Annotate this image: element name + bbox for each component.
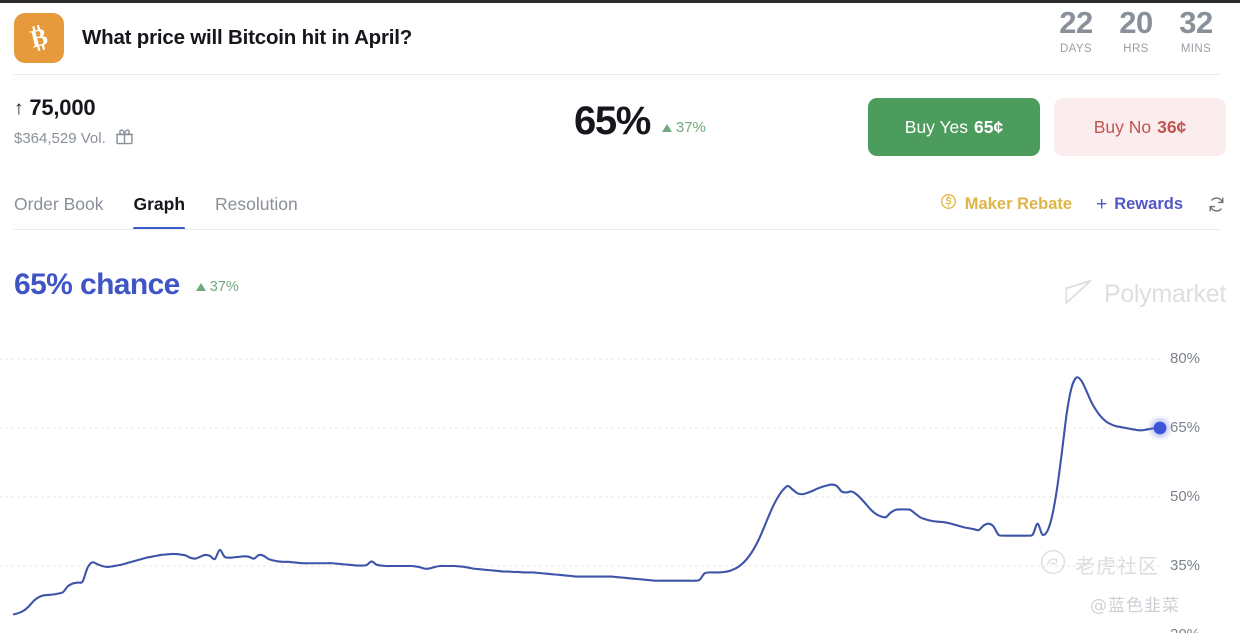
- watermark-handle: @蓝色韭菜: [1090, 596, 1180, 616]
- countdown-days: 22 DAYS: [1046, 5, 1106, 55]
- tab-actions: Maker Rebate + Rewards: [940, 193, 1226, 215]
- chart-endpoint-dot: [1153, 421, 1167, 435]
- market-price-row: ↑ 75,000 $364,529 Vol. 65%: [0, 75, 1240, 172]
- buy-yes-price: 65¢: [974, 116, 1004, 137]
- polymarket-label: Polymarket: [1103, 280, 1226, 308]
- volume-line: $364,529 Vol.: [14, 127, 134, 150]
- y-axis-label: 50%: [1170, 488, 1201, 505]
- probability-delta-value: 37%: [675, 119, 706, 136]
- outcome-block: ↑ 75,000 $364,529 Vol.: [14, 95, 134, 150]
- buy-buttons: Buy Yes 65¢ Buy No 36¢: [868, 98, 1226, 156]
- y-axis-label: 80%: [1170, 350, 1201, 367]
- outcome-value: 75,000: [29, 95, 96, 120]
- chance-value: 65% chance: [14, 268, 180, 301]
- countdown-minutes: 32 MINS: [1166, 5, 1226, 55]
- countdown-hours-value: 20: [1119, 5, 1153, 40]
- countdown-hours: 20 HRS: [1106, 5, 1166, 55]
- triangle-up-icon: [661, 123, 672, 132]
- buy-no-price: 36¢: [1157, 116, 1187, 137]
- countdown-days-value: 22: [1059, 5, 1093, 40]
- chart-svg[interactable]: [0, 335, 1240, 633]
- chart-y-axis-labels: 80% 65% 50% 35% 20%: [1170, 335, 1240, 633]
- buy-yes-button[interactable]: Buy Yes 65¢: [868, 98, 1040, 156]
- tab-order-book[interactable]: Order Book: [14, 194, 104, 214]
- y-axis-label: 20%: [1170, 626, 1200, 633]
- tab-list: Order Book Graph Resolution: [14, 178, 298, 230]
- buy-yes-label: Buy Yes: [904, 116, 969, 137]
- chance-headline: 65% chance 37%: [14, 268, 239, 302]
- triangle-up-icon: [195, 283, 206, 291]
- probability-percent: 65%: [574, 99, 651, 143]
- buy-no-label: Buy No: [1093, 116, 1152, 137]
- rewards-label: Rewards: [1114, 194, 1183, 213]
- countdown-minutes-label: MINS: [1180, 43, 1212, 55]
- probability-block: 65% 37%: [574, 101, 706, 141]
- countdown-hours-label: HRS: [1123, 43, 1149, 55]
- chart-gridlines: [0, 358, 1161, 567]
- top-edge: [0, 0, 1240, 3]
- chance-delta-value: 37%: [209, 279, 239, 295]
- polymarket-logo-icon: [1063, 279, 1093, 310]
- tabs-divider: [14, 229, 1220, 230]
- y-axis-label: 35%: [1170, 557, 1201, 574]
- market-header: B What price will Bitcoin hit in April? …: [0, 3, 1240, 73]
- bitcoin-icon: B: [14, 13, 64, 63]
- dollar-badge-icon: [940, 193, 957, 215]
- countdown-timer: 22 DAYS 20 HRS 32 MINS: [1046, 5, 1226, 55]
- page-title: What price will Bitcoin hit in April?: [82, 26, 413, 49]
- plus-icon: +: [1096, 193, 1108, 215]
- chance-delta: 37%: [195, 275, 239, 295]
- chart-series-line: [12, 376, 1162, 616]
- y-axis-label: 65%: [1170, 419, 1201, 436]
- outcome-title: ↑ 75,000: [14, 95, 134, 121]
- tab-graph[interactable]: Graph: [133, 178, 185, 230]
- tab-resolution[interactable]: Resolution: [215, 194, 298, 214]
- maker-rebate-button[interactable]: Maker Rebate: [940, 193, 1072, 215]
- probability-chart: 80% 65% 50% 35% 20%: [0, 335, 1240, 633]
- header-divider: [14, 74, 1220, 75]
- tiger-community-watermark: 老虎社区: [1040, 549, 1159, 580]
- countdown-minutes-value: 32: [1179, 5, 1213, 40]
- arrow-up-icon: ↑: [14, 97, 24, 119]
- countdown-days-label: DAYS: [1059, 43, 1093, 55]
- maker-rebate-label: Maker Rebate: [964, 194, 1073, 213]
- probability-delta: 37%: [661, 119, 706, 141]
- volume-value: $364,529 Vol.: [14, 130, 106, 147]
- rewards-button[interactable]: + Rewards: [1096, 195, 1183, 214]
- tabs-row: Order Book Graph Resolution Maker Rebate…: [0, 178, 1240, 230]
- gift-icon[interactable]: [115, 127, 134, 150]
- buy-no-button[interactable]: Buy No 36¢: [1054, 98, 1226, 156]
- tiger-community-label: 老虎社区: [1075, 554, 1159, 578]
- refresh-icon[interactable]: [1207, 195, 1226, 214]
- polymarket-branding: Polymarket: [1063, 279, 1226, 310]
- tiger-community-icon: [1040, 549, 1066, 580]
